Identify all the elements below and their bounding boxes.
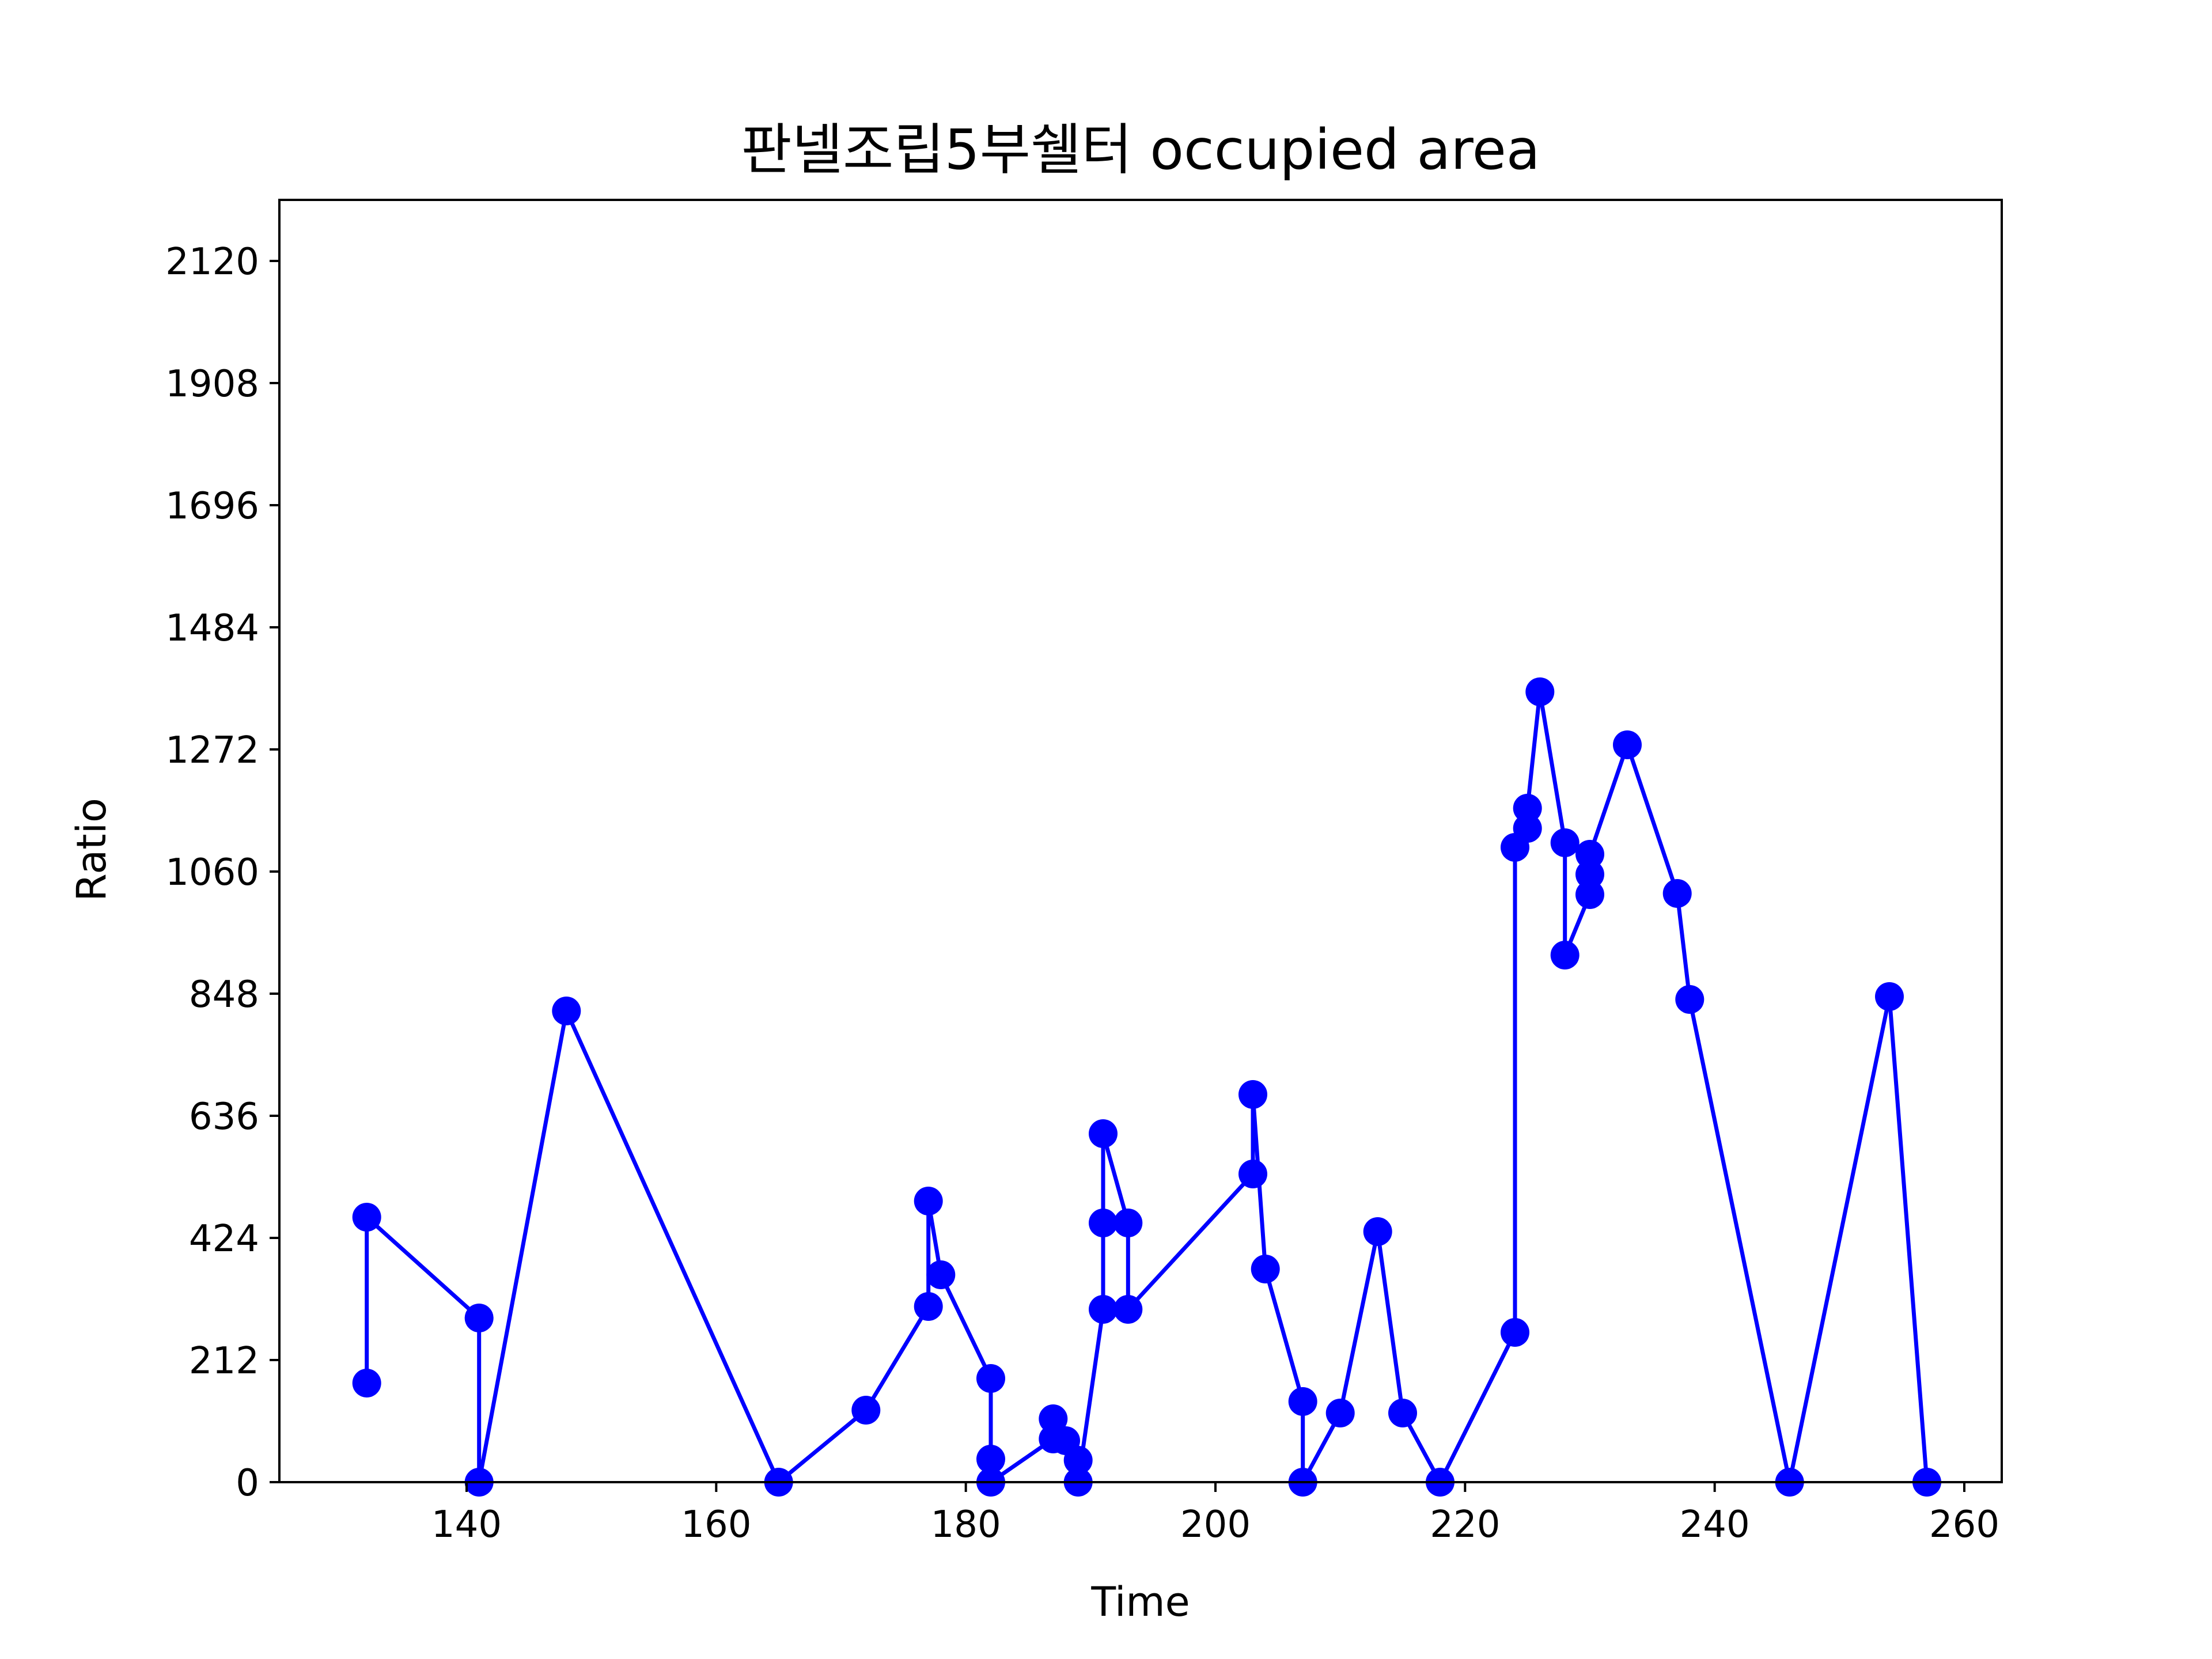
data-point [926,1260,956,1289]
data-point [976,1445,1005,1474]
data-point [1662,879,1692,908]
data-point [1513,794,1542,823]
data-point [1113,1295,1143,1324]
data-point [976,1364,1005,1393]
data-point [464,1304,494,1332]
x-tick-label: 200 [1180,1503,1251,1546]
data-point [914,1187,943,1215]
data-point [1675,985,1705,1014]
data-point [1288,1387,1317,1416]
x-tick-label: 140 [431,1503,502,1546]
data-point [1039,1404,1068,1433]
y-tick-label: 424 [189,1218,259,1260]
data-point [1613,730,1642,759]
y-tick-label: 1272 [165,729,259,772]
plot-area: 140 160 180 200 220 240 260 0 212 424 636 848 1060 12… [165,199,2003,1546]
data-point [1325,1399,1355,1427]
y-tick-label: 848 [189,974,259,1016]
data-point [1550,941,1580,969]
y-axis-label: Ratio [68,798,115,902]
data-point [352,1203,381,1232]
y-tick-label: 1908 [165,363,259,406]
y-tick-label: 636 [189,1096,259,1138]
y-tick-label: 1696 [165,485,259,528]
x-tick-label: 160 [681,1503,751,1546]
x-axis-label: Time [1090,1578,1190,1626]
y-tick-label: 0 [236,1462,259,1505]
data-point [1089,1209,1118,1237]
data-point [1363,1217,1392,1246]
data-point [1501,1318,1529,1347]
data-point [1238,1080,1267,1109]
x-tick-label: 180 [931,1503,1001,1546]
x-tick-label: 240 [1680,1503,1750,1546]
data-point [851,1396,881,1425]
data-point [1251,1255,1280,1283]
plot-frame [278,199,2003,1483]
y-tick-label: 1060 [165,851,259,894]
data-point [1089,1295,1118,1324]
data-point [552,997,581,1025]
data-point [352,1369,381,1397]
y-tick-label: 2120 [165,241,259,283]
data-point [1575,840,1604,869]
data-point [1575,860,1604,889]
data-point [1525,677,1555,706]
data-point [1550,828,1580,857]
data-point [1113,1209,1143,1237]
data-point [1063,1446,1093,1475]
data-point [1388,1399,1417,1427]
y-tick-label: 212 [189,1340,259,1382]
chart-title: 판넬조립5부쉘터 occupied area [741,118,1540,182]
x-tick-label: 260 [1929,1503,1999,1546]
data-point [1875,982,1904,1011]
x-tick-label: 220 [1430,1503,1500,1546]
data-point [1089,1119,1118,1148]
data-point [1575,880,1604,909]
y-tick-label: 1484 [165,607,259,650]
data-point [1238,1160,1267,1188]
data-point [914,1292,943,1321]
data-point [1513,814,1542,843]
